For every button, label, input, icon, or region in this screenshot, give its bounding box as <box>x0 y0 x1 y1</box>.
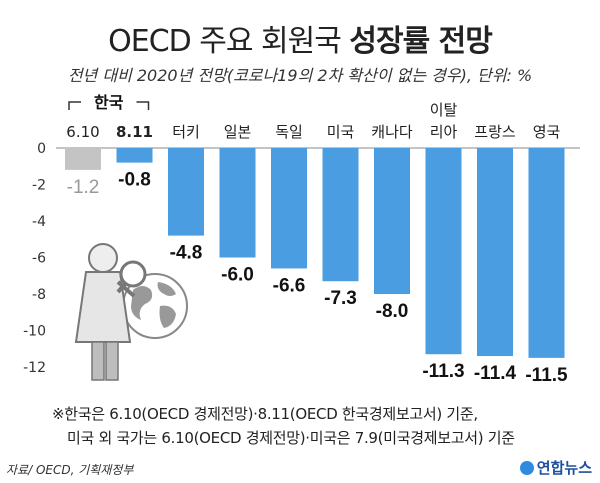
category-label: 일본 <box>224 123 252 141</box>
value-label: -11.4 <box>474 363 517 384</box>
bar <box>65 148 101 170</box>
value-label: -7.3 <box>324 288 357 309</box>
category-label: 리아 <box>430 123 458 141</box>
bar <box>477 148 513 357</box>
y-tick-label: 0 <box>37 141 46 157</box>
category-label: 터키 <box>172 123 200 141</box>
bars-group <box>65 148 565 358</box>
labels-group: -1.2 6.10 -0.8 8.11 -4.8 터키 -6.0 일본 -6.6 독일 -7.3 미국… <box>66 93 568 386</box>
bar <box>374 148 410 294</box>
bar <box>425 148 462 355</box>
y-tick-label: -2 <box>32 178 46 194</box>
y-tick-label: -12 <box>23 360 46 376</box>
source-text: 자료/ OECD, 기획재정부 <box>6 463 134 477</box>
businessman-globe-illustration <box>74 243 188 381</box>
bar <box>116 148 153 163</box>
bar <box>322 148 359 282</box>
chart-subtitle: 전년 대비 2020년 전망(코로나19의 2차 확산이 없는 경우), 단위:… <box>67 66 533 85</box>
bar <box>219 148 256 258</box>
value-label: -0.8 <box>118 170 151 191</box>
value-label: -4.8 <box>170 243 203 264</box>
title-bold: 성장률 전망 <box>349 24 492 59</box>
value-label: -1.2 <box>67 177 100 198</box>
value-label: -8.0 <box>376 301 409 322</box>
value-label: -11.5 <box>525 365 568 386</box>
category-label: 영국 <box>533 123 561 141</box>
bar <box>528 148 565 358</box>
y-tick-label: -4 <box>32 214 46 230</box>
category-label: 이탈 <box>430 101 458 119</box>
category-label: 프랑스 <box>474 123 516 141</box>
footnote-line-1: ※한국은 6.10(OECD 경제전망)·8.11(OECD 한국경제보고서) … <box>52 405 478 423</box>
category-label: 6.10 <box>66 123 99 141</box>
group-label: 한국 <box>94 93 124 112</box>
bar <box>271 148 307 269</box>
value-label: -6.0 <box>221 265 254 286</box>
value-label: -11.3 <box>422 361 464 382</box>
category-label: 미국 <box>327 123 355 141</box>
yonhap-icon <box>519 461 534 475</box>
brand-text: 연합뉴스 <box>536 459 592 477</box>
value-label: -6.6 <box>273 275 306 296</box>
y-tick-label: -8 <box>32 287 46 303</box>
category-label: 8.11 <box>116 123 153 141</box>
footnote-line-2: 미국 외 국가는 6.10(OECD 경제전망)·미국은 7.9(미국경제보고서… <box>67 429 515 447</box>
brand-logo: 연합뉴스 <box>519 457 592 478</box>
title-light: OECD 주요 회원국 <box>108 24 342 59</box>
category-label: 독일 <box>275 123 303 141</box>
y-tick-label: -10 <box>23 324 46 340</box>
y-tick-label: -6 <box>32 251 46 267</box>
chart-title: OECD 주요 회원국 성장률 전망 <box>0 16 600 60</box>
bar <box>168 148 204 236</box>
category-label: 캐나다 <box>371 123 413 141</box>
korea-bracket <box>68 101 150 110</box>
